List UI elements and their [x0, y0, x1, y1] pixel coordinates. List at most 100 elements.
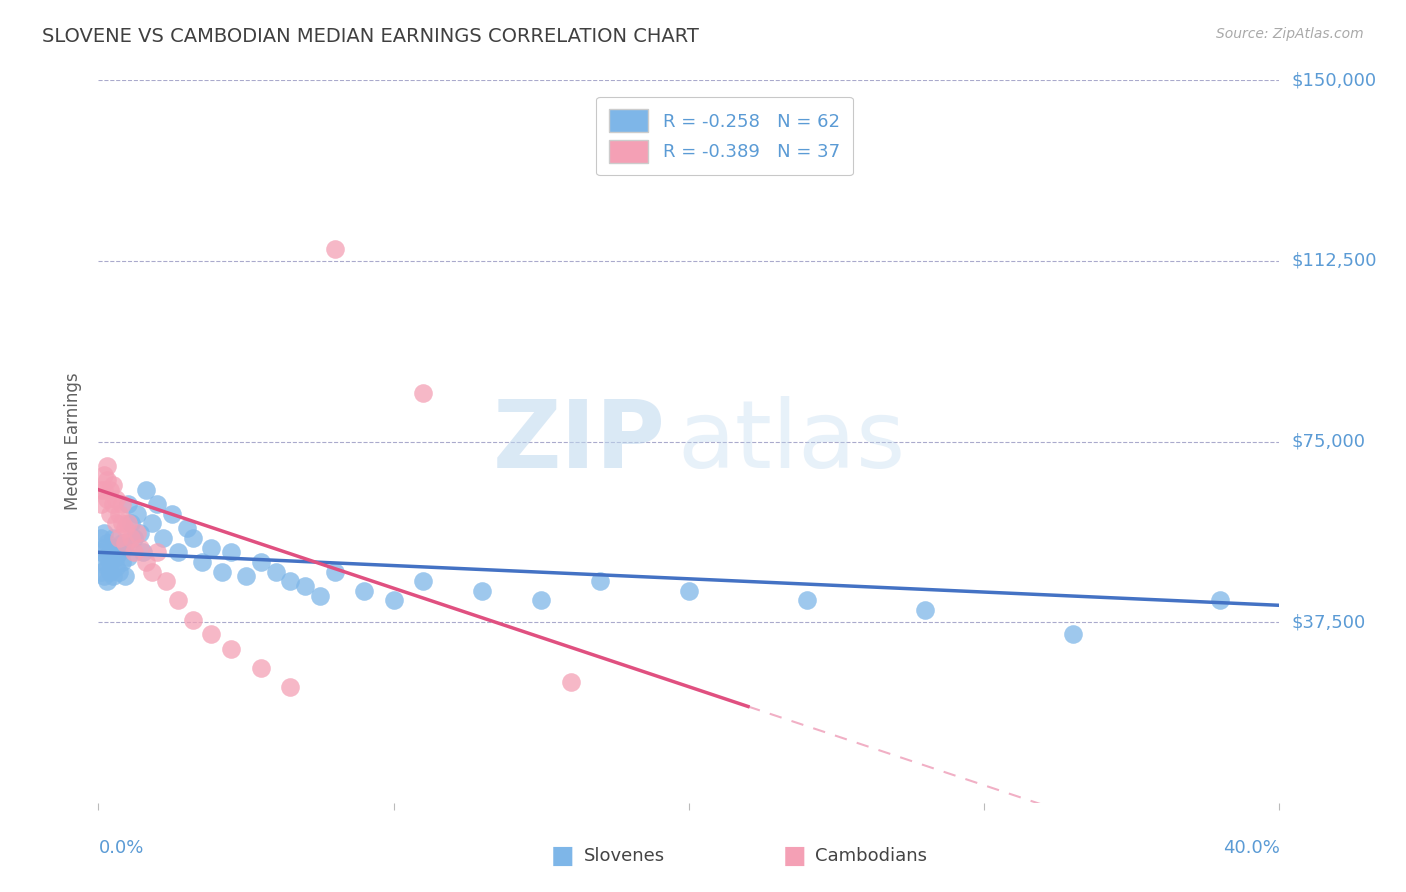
Point [98, 507, 121, 521]
Point [117, 516, 139, 531]
Point [1209, 593, 1232, 607]
Point [90, 565, 112, 579]
Text: SLOVENE VS CAMBODIAN MEDIAN EARNINGS CORRELATION CHART: SLOVENE VS CAMBODIAN MEDIAN EARNINGS COR… [42, 27, 699, 45]
Point [120, 531, 142, 545]
Point [122, 531, 145, 545]
Point [560, 675, 582, 690]
Point [108, 565, 131, 579]
Point [294, 579, 316, 593]
Point [96, 458, 118, 473]
Point [108, 507, 131, 521]
Point [120, 516, 142, 531]
Point [111, 535, 134, 549]
Point [114, 521, 136, 535]
Point [96, 559, 118, 574]
Text: $112,500: $112,500 [1291, 252, 1376, 270]
Y-axis label: Median Earnings: Median Earnings [65, 373, 83, 510]
Text: Cambodians: Cambodians [815, 847, 928, 865]
Point [412, 574, 434, 589]
Point [96, 473, 118, 487]
Point [167, 545, 190, 559]
Point [90, 545, 112, 559]
Point [211, 565, 233, 579]
Point [141, 565, 163, 579]
Point [90, 483, 112, 497]
Point [128, 541, 150, 555]
Point [200, 541, 222, 555]
Point [471, 583, 494, 598]
Point [105, 492, 128, 507]
Point [200, 627, 222, 641]
Point [103, 497, 125, 511]
Point [323, 565, 346, 579]
Point [280, 680, 302, 694]
Point [96, 535, 118, 549]
Point [167, 593, 190, 607]
Text: $75,000: $75,000 [1291, 433, 1365, 450]
Point [93, 526, 115, 541]
Point [191, 555, 214, 569]
Text: ■: ■ [551, 845, 574, 868]
Point [111, 516, 134, 531]
Point [111, 497, 134, 511]
Point [108, 545, 131, 559]
Point [353, 583, 375, 598]
Point [530, 593, 553, 607]
Point [235, 569, 257, 583]
Point [114, 535, 136, 549]
Point [90, 497, 112, 511]
Text: atlas: atlas [678, 395, 905, 488]
Text: 0.0%: 0.0% [98, 838, 143, 857]
Point [181, 531, 204, 545]
Text: Source: ZipAtlas.com: Source: ZipAtlas.com [1216, 27, 1364, 41]
Point [162, 507, 183, 521]
Point [93, 483, 115, 497]
Point [589, 574, 612, 589]
Point [93, 541, 115, 555]
Text: $37,500: $37,500 [1291, 613, 1365, 632]
Point [221, 641, 243, 656]
Point [105, 550, 128, 565]
Point [103, 478, 125, 492]
Point [103, 569, 125, 583]
Point [250, 555, 273, 569]
Point [412, 386, 434, 401]
Point [93, 569, 115, 583]
Point [114, 541, 136, 555]
Point [135, 555, 157, 569]
Point [128, 526, 150, 541]
Point [96, 574, 118, 589]
Point [96, 492, 118, 507]
Point [382, 593, 405, 607]
Text: 40.0%: 40.0% [1223, 838, 1279, 857]
Text: ■: ■ [783, 845, 806, 868]
Text: Slovenes: Slovenes [583, 847, 665, 865]
Point [125, 526, 148, 541]
Point [250, 661, 273, 675]
Text: ZIP: ZIP [492, 395, 665, 488]
Point [132, 545, 155, 559]
Point [155, 574, 177, 589]
Point [93, 555, 115, 569]
Legend: R = -0.258   N = 62, R = -0.389   N = 37: R = -0.258 N = 62, R = -0.389 N = 37 [596, 96, 852, 176]
Point [181, 613, 204, 627]
Point [105, 559, 128, 574]
Point [264, 565, 287, 579]
Point [280, 574, 302, 589]
Point [152, 531, 174, 545]
Point [105, 516, 128, 531]
Point [914, 603, 936, 617]
Point [146, 497, 169, 511]
Point [103, 541, 125, 555]
Point [98, 555, 121, 569]
Point [678, 583, 700, 598]
Point [125, 507, 148, 521]
Point [146, 545, 169, 559]
Point [103, 531, 125, 545]
Point [98, 545, 121, 559]
Point [796, 593, 818, 607]
Point [141, 516, 163, 531]
Point [117, 497, 139, 511]
Point [108, 531, 131, 545]
Point [96, 550, 118, 565]
